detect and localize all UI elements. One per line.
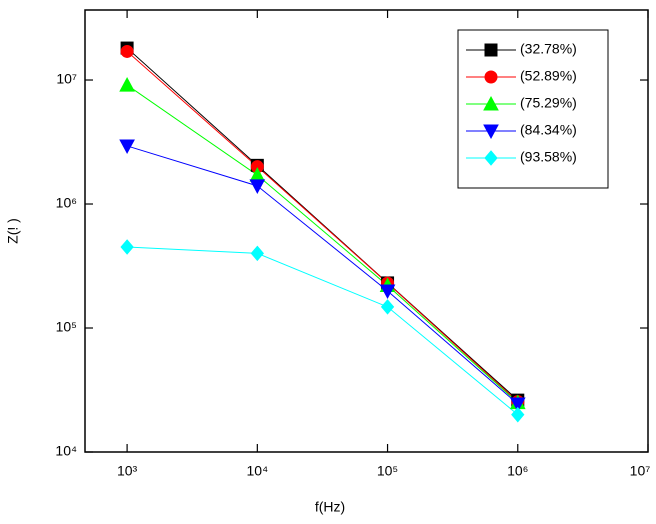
marker: [484, 43, 498, 57]
x-tick-label: 10⁴: [247, 463, 269, 479]
marker: [509, 397, 526, 413]
y-tick-label: 10⁴: [55, 443, 77, 459]
x-axis-label: f(Hz): [315, 499, 345, 515]
legend-label: (75.29%): [520, 95, 577, 111]
legend-box: [457, 29, 609, 189]
marker: [483, 124, 499, 140]
legend-label: (84.34%): [520, 122, 577, 138]
series-line: [126, 84, 519, 404]
y-axis-label: Z(! ): [5, 218, 21, 244]
series-line: [126, 47, 519, 401]
marker: [119, 139, 135, 154]
x-tick-label: 10⁵: [377, 463, 398, 479]
y-tick-label: 10⁷: [56, 71, 77, 87]
y-tick-label: 10⁵: [56, 319, 77, 335]
marker: [120, 44, 134, 58]
marker: [379, 284, 396, 300]
legend-label: (52.89%): [520, 68, 577, 84]
series-line: [127, 246, 519, 416]
plot-frame: [84, 9, 649, 453]
series-line: [126, 145, 519, 405]
marker: [119, 77, 135, 92]
marker: [483, 95, 499, 111]
legend-label: (32.78%): [520, 41, 577, 57]
marker: [511, 406, 525, 423]
marker: [120, 239, 134, 255]
marker: [380, 299, 395, 315]
y-tick-label: 10⁶: [56, 195, 77, 211]
marker: [249, 179, 266, 194]
x-tick-label: 10⁶: [507, 463, 528, 479]
x-tick-label: 10⁷: [630, 463, 651, 479]
legend-label: (93.58%): [520, 149, 577, 165]
x-tick-label: 10³: [117, 463, 138, 479]
marker: [250, 245, 264, 262]
marker: [484, 70, 498, 84]
series-line: [126, 51, 519, 402]
marker: [484, 150, 498, 166]
